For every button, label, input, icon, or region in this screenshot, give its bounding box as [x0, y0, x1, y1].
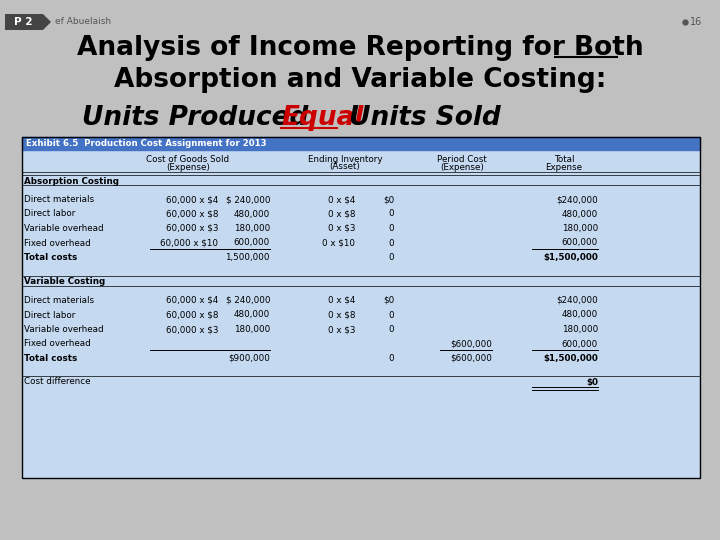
Text: 16: 16	[690, 17, 702, 27]
Text: P 2: P 2	[14, 17, 32, 27]
Text: Cost difference: Cost difference	[24, 377, 91, 387]
Text: 180,000: 180,000	[562, 325, 598, 334]
Text: Fixed overhead: Fixed overhead	[24, 239, 91, 247]
Text: $ 240,000: $ 240,000	[225, 296, 270, 305]
Text: 0 x $8: 0 x $8	[328, 310, 355, 320]
Text: $1,500,000: $1,500,000	[543, 354, 598, 363]
Text: $600,000: $600,000	[450, 354, 492, 363]
Text: 60,000 x $8: 60,000 x $8	[166, 210, 218, 219]
Text: Expense: Expense	[546, 163, 582, 172]
Text: 0 x $3: 0 x $3	[328, 325, 355, 334]
Text: 0 x $8: 0 x $8	[328, 210, 355, 219]
Bar	[22, 137, 700, 478]
Text: 0 x $4: 0 x $4	[328, 195, 355, 204]
Text: $900,000: $900,000	[228, 354, 270, 363]
Text: 180,000: 180,000	[562, 224, 598, 233]
Text: 60,000 x $3: 60,000 x $3	[166, 325, 218, 334]
Text: $1,500,000: $1,500,000	[543, 253, 598, 262]
Text: $0: $0	[383, 195, 394, 204]
Text: Ending Inventory: Ending Inventory	[307, 154, 382, 164]
Text: 0 x $10: 0 x $10	[322, 239, 355, 247]
Text: 60,000 x $4: 60,000 x $4	[166, 195, 218, 204]
Text: 180,000: 180,000	[234, 224, 270, 233]
Text: Total costs: Total costs	[24, 354, 77, 363]
Text: 60,000 x $3: 60,000 x $3	[166, 224, 218, 233]
Text: 1,500,000: 1,500,000	[225, 253, 270, 262]
Text: Variable overhead: Variable overhead	[24, 224, 104, 233]
Text: 0: 0	[388, 224, 394, 233]
Text: 600,000: 600,000	[562, 340, 598, 348]
Bar	[22, 137, 700, 478]
Text: Exhibit 6.5  Production Cost Assignment for 2013: Exhibit 6.5 Production Cost Assignment f…	[26, 139, 266, 148]
Text: 0: 0	[388, 210, 394, 219]
Text: ef Abuelaish: ef Abuelaish	[55, 17, 111, 26]
Text: Fixed overhead: Fixed overhead	[24, 340, 91, 348]
Text: Direct materials: Direct materials	[24, 296, 94, 305]
Text: Units Sold: Units Sold	[340, 105, 500, 131]
Text: Variable overhead: Variable overhead	[24, 325, 104, 334]
Text: 480,000: 480,000	[234, 310, 270, 320]
Text: 180,000: 180,000	[234, 325, 270, 334]
Text: Total costs: Total costs	[24, 253, 77, 262]
Text: Equal: Equal	[281, 105, 364, 131]
Polygon shape	[5, 14, 51, 30]
Text: 480,000: 480,000	[562, 210, 598, 219]
Text: Variable Costing: Variable Costing	[24, 278, 105, 287]
Text: 600,000: 600,000	[234, 239, 270, 247]
Text: $ 240,000: $ 240,000	[225, 195, 270, 204]
Text: Direct labor: Direct labor	[24, 310, 76, 320]
Text: Period Cost: Period Cost	[437, 154, 487, 164]
Text: Absorption and Variable Costing:: Absorption and Variable Costing:	[114, 67, 606, 93]
Text: 0: 0	[388, 354, 394, 363]
Text: $0: $0	[383, 296, 394, 305]
Text: 60,000 x $4: 60,000 x $4	[166, 296, 218, 305]
Text: 60,000 x $10: 60,000 x $10	[160, 239, 218, 247]
Text: 0: 0	[388, 253, 394, 262]
Text: 480,000: 480,000	[234, 210, 270, 219]
Text: Direct materials: Direct materials	[24, 195, 94, 204]
Text: Direct labor: Direct labor	[24, 210, 76, 219]
Text: Total: Total	[554, 154, 575, 164]
Text: 0: 0	[388, 325, 394, 334]
Text: 0: 0	[388, 310, 394, 320]
Text: 60,000 x $8: 60,000 x $8	[166, 310, 218, 320]
Text: $0: $0	[586, 377, 598, 387]
Text: Analysis of Income Reporting for Both: Analysis of Income Reporting for Both	[77, 35, 643, 61]
Text: 480,000: 480,000	[562, 310, 598, 320]
Bar	[22, 137, 700, 150]
Text: Units Produced: Units Produced	[82, 105, 318, 131]
Text: $600,000: $600,000	[450, 340, 492, 348]
Text: 0 x $4: 0 x $4	[328, 296, 355, 305]
Text: (Expense): (Expense)	[166, 163, 210, 172]
Text: Cost of Goods Sold: Cost of Goods Sold	[146, 154, 230, 164]
Text: $240,000: $240,000	[557, 296, 598, 305]
Text: 0 x $3: 0 x $3	[328, 224, 355, 233]
Text: 600,000: 600,000	[562, 239, 598, 247]
Text: (Expense): (Expense)	[440, 163, 484, 172]
Text: $240,000: $240,000	[557, 195, 598, 204]
Text: Absorption Costing: Absorption Costing	[24, 177, 119, 186]
Text: 0: 0	[388, 239, 394, 247]
Text: (Asset): (Asset)	[330, 163, 361, 172]
